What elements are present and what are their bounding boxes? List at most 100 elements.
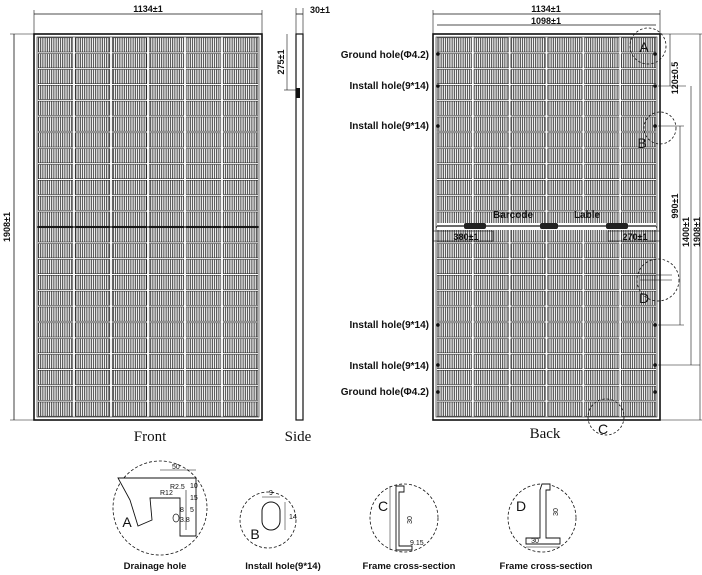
- solar-cell: [510, 116, 546, 132]
- solar-cell: [185, 100, 222, 116]
- solar-cell: [436, 322, 472, 338]
- solar-cell: [473, 164, 509, 179]
- solar-cell: [74, 290, 111, 306]
- solar-cell: [37, 180, 74, 195]
- solar-cell: [621, 290, 657, 306]
- detail-a-caption: Drainage hole: [124, 561, 187, 572]
- solar-cell: [473, 85, 509, 100]
- solar-cell: [436, 275, 472, 290]
- solar-cell: [473, 148, 509, 164]
- callout-circle-b: [643, 111, 677, 145]
- solar-cell: [436, 180, 472, 195]
- detail-c-dim-1: 9.15: [410, 540, 424, 547]
- solar-cell: [185, 85, 222, 100]
- solar-cell: [473, 290, 509, 306]
- solar-cell: [37, 132, 74, 148]
- solar-cell: [222, 354, 259, 369]
- side-thickness-dim: 30±1: [310, 5, 330, 15]
- solar-cell: [473, 180, 509, 195]
- solar-cell: [621, 259, 657, 274]
- solar-cell: [111, 180, 148, 195]
- hole-label-4: Install hole(9*14): [350, 361, 429, 372]
- hole-label-0: Ground hole(Φ4.2): [341, 50, 429, 61]
- detail-a-dim-4: 15: [190, 495, 198, 502]
- solar-cell: [510, 180, 546, 195]
- solar-cell: [148, 164, 185, 179]
- solar-cell: [111, 37, 148, 53]
- solar-cell: [111, 195, 148, 211]
- solar-cell: [473, 338, 509, 354]
- solar-cell: [436, 53, 472, 69]
- solar-cell: [222, 116, 259, 132]
- solar-cell: [222, 148, 259, 164]
- solar-cell: [148, 100, 185, 116]
- solar-cell: [185, 275, 222, 290]
- solar-cell: [111, 354, 148, 369]
- solar-cell: [37, 53, 74, 69]
- solar-cell: [185, 370, 222, 385]
- solar-cell: [222, 211, 259, 227]
- back-view-label: Back: [530, 426, 561, 442]
- solar-cell: [436, 243, 472, 259]
- solar-cell: [185, 195, 222, 211]
- solar-cell: [185, 243, 222, 259]
- solar-cell: [111, 259, 148, 274]
- solar-cell: [74, 370, 111, 385]
- solar-cell: [37, 227, 74, 243]
- solar-cell: [222, 100, 259, 116]
- install-span-dim: 990±1: [670, 194, 680, 219]
- solar-cell: [37, 385, 74, 401]
- detail-a-dim-0: 50: [172, 464, 180, 471]
- solar-cell: [436, 100, 472, 116]
- solar-cell: [74, 338, 111, 354]
- solar-cell: [621, 243, 657, 259]
- solar-cell: [111, 243, 148, 259]
- solar-cell: [547, 53, 583, 69]
- solar-cell: [185, 401, 222, 417]
- solar-cell: [436, 148, 472, 164]
- solar-cell: [74, 259, 111, 274]
- solar-cell: [111, 401, 148, 417]
- solar-cell: [621, 338, 657, 354]
- solar-cell: [222, 306, 259, 322]
- solar-cell: [222, 227, 259, 243]
- solar-cell: [621, 322, 657, 338]
- solar-cell: [510, 306, 546, 322]
- callout-a: A: [639, 39, 649, 55]
- solar-cell: [473, 322, 509, 338]
- barcode-connector: [464, 223, 486, 229]
- solar-cell: [111, 148, 148, 164]
- solar-cell: [111, 132, 148, 148]
- solar-cell: [111, 338, 148, 354]
- callout-b: B: [637, 135, 646, 151]
- solar-cell: [148, 53, 185, 69]
- hole-label-2: Install hole(9*14): [350, 121, 429, 132]
- solar-cell: [37, 85, 74, 100]
- solar-cell: [621, 401, 657, 417]
- solar-cell: [148, 85, 185, 100]
- detail-b: 9 14 B Install hole(9*14): [239, 490, 321, 572]
- detail-c-letter: C: [378, 498, 388, 514]
- solar-cell: [148, 37, 185, 53]
- solar-cell: [584, 338, 620, 354]
- solar-cell: [222, 37, 259, 53]
- solar-cell: [473, 385, 509, 401]
- solar-cell: [74, 85, 111, 100]
- solar-cell: [222, 338, 259, 354]
- solar-cell: [584, 148, 620, 164]
- lable-label: Lable: [574, 210, 601, 221]
- solar-cell: [547, 385, 583, 401]
- full-span-dim: 1908±1: [692, 217, 702, 247]
- back-view: 1134±1 1098±1 Barcode Lable 380±1 270±1: [341, 4, 702, 442]
- solar-cell: [222, 85, 259, 100]
- solar-cell: [584, 401, 620, 417]
- solar-cell: [510, 275, 546, 290]
- front-view-label: Front: [134, 429, 167, 445]
- solar-cell: [547, 401, 583, 417]
- solar-cell: [436, 116, 472, 132]
- solar-cell: [473, 69, 509, 84]
- solar-cell: [148, 243, 185, 259]
- detail-c-caption: Frame cross-section: [363, 561, 456, 572]
- solar-cell: [436, 164, 472, 179]
- solar-cell: [584, 370, 620, 385]
